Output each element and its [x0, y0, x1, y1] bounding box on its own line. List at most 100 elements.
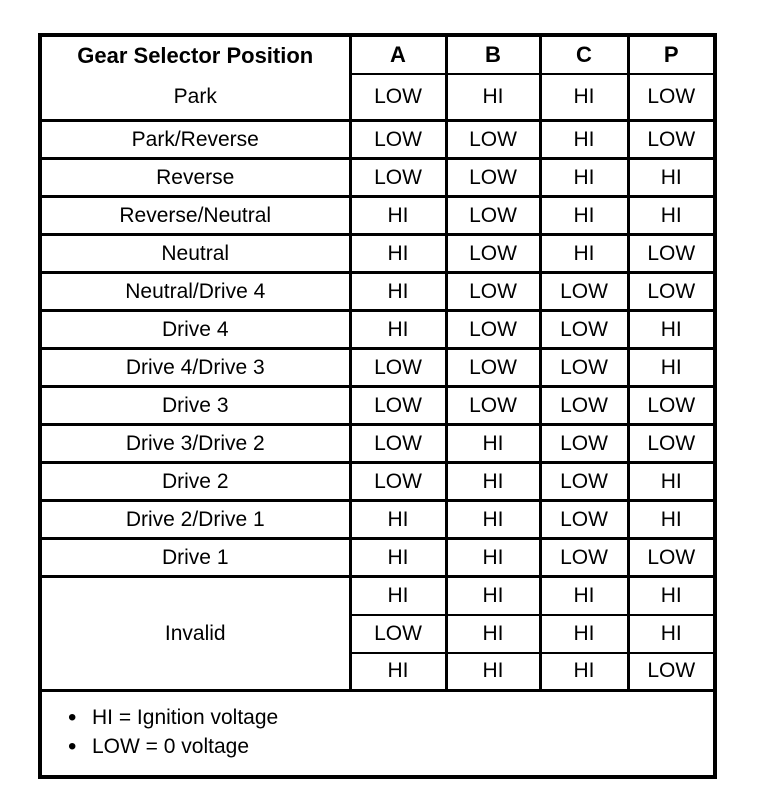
table-row: Drive 3 LOW LOW LOW LOW	[38, 385, 717, 426]
signal-cell: HI	[348, 651, 448, 692]
legend-item: • LOW = 0 voltage	[68, 734, 707, 760]
gear-column-header-cell: Gear Selector Position Park	[38, 33, 352, 122]
signal-cell: LOW	[626, 119, 717, 160]
table-row: Reverse LOW LOW HI HI	[38, 157, 717, 198]
gear-position-label: Drive 4	[38, 309, 352, 350]
gear-position-label: Drive 3	[38, 385, 352, 426]
column-header-c: C	[538, 33, 630, 75]
table-row: Drive 4 HI LOW LOW HI	[38, 309, 717, 350]
signal-cell: LOW	[444, 157, 542, 198]
signal-cell: LOW	[444, 309, 542, 350]
signal-cell: HI	[348, 233, 448, 274]
gear-position-label: Park/Reverse	[38, 119, 352, 160]
signal-cell: HI	[348, 309, 448, 350]
gear-position-label: Reverse	[38, 157, 352, 198]
signal-cell: LOW	[348, 613, 448, 654]
signal-cell: HI	[626, 575, 717, 616]
signal-cell: LOW	[538, 461, 630, 502]
gear-position-label: Neutral/Drive 4	[38, 271, 352, 312]
signal-cell: LOW	[538, 309, 630, 350]
signal-cell: LOW	[538, 423, 630, 464]
signal-cell: LOW	[348, 385, 448, 426]
signal-cell: HI	[626, 195, 717, 236]
signal-cell: HI	[626, 157, 717, 198]
signal-cell: HI	[626, 347, 717, 388]
signal-cell: LOW	[348, 119, 448, 160]
signal-cell: LOW	[538, 347, 630, 388]
bullet-icon: •	[68, 704, 77, 731]
gear-position-label: Invalid	[38, 575, 352, 692]
signal-cell: LOW	[626, 423, 717, 464]
signal-cell: HI	[626, 309, 717, 350]
signal-cell: LOW	[348, 423, 448, 464]
table-row: Drive 2/Drive 1 HI HI LOW HI	[38, 499, 717, 540]
signal-cell: LOW	[538, 499, 630, 540]
table-row: Drive 1 HI HI LOW LOW	[38, 537, 717, 578]
column-header-p: P	[626, 33, 717, 75]
signal-cell: LOW	[348, 72, 448, 122]
signal-cell: HI	[348, 195, 448, 236]
signal-cell: HI	[538, 119, 630, 160]
signal-cell: LOW	[538, 385, 630, 426]
column-header-a: A	[348, 33, 448, 75]
legend-text: LOW = 0 voltage	[92, 735, 249, 758]
signal-cell: HI	[444, 499, 542, 540]
signal-cell: HI	[348, 271, 448, 312]
signal-cell: HI	[348, 499, 448, 540]
table-row: Drive 4/Drive 3 LOW LOW LOW HI	[38, 347, 717, 388]
table-row: Drive 3/Drive 2 LOW HI LOW LOW	[38, 423, 717, 464]
gear-position-label: Drive 1	[38, 537, 352, 578]
signal-cell: HI	[538, 575, 630, 616]
signal-cell: LOW	[444, 347, 542, 388]
table-row-invalid: Invalid HI HI HI HI	[38, 575, 717, 692]
signal-cell: HI	[348, 537, 448, 578]
legend-text: HI = Ignition voltage	[92, 706, 279, 729]
signal-cell: HI	[626, 613, 717, 654]
signal-cell: HI	[444, 461, 542, 502]
header-row: Gear Selector Position Park A B C P	[38, 33, 717, 122]
signal-cell: LOW	[444, 385, 542, 426]
table-row: LOW HI HI LOW	[40, 72, 717, 122]
gear-position-label: Drive 2	[38, 461, 352, 502]
signal-cell: LOW	[626, 72, 717, 122]
signal-cell: LOW	[444, 119, 542, 160]
signal-cell: LOW	[626, 385, 717, 426]
signal-cell: LOW	[444, 195, 542, 236]
signal-cell: HI	[538, 613, 630, 654]
signal-cell: LOW	[444, 271, 542, 312]
table-row: Park/Reverse LOW LOW HI LOW	[38, 119, 717, 160]
signal-cell: LOW	[626, 233, 717, 274]
gear-column-header: Gear Selector Position	[77, 42, 314, 68]
column-header-b: B	[444, 33, 542, 75]
signal-cell: HI	[444, 613, 542, 654]
gear-position-label: Reverse/Neutral	[38, 195, 352, 236]
signal-cell: HI	[348, 575, 448, 616]
signal-cell: HI	[538, 651, 630, 692]
gear-position-label: Park	[173, 84, 217, 108]
gear-selector-signal-table: Gear Selector Position Park A B C P LOW …	[38, 33, 717, 779]
signal-cell: HI	[626, 461, 717, 502]
signal-cell: LOW	[626, 271, 717, 312]
signal-cell: LOW	[348, 347, 448, 388]
signal-cell: HI	[538, 195, 630, 236]
signal-cell: LOW	[348, 157, 448, 198]
table-row: Neutral/Drive 4 HI LOW LOW LOW	[38, 271, 717, 312]
signal-cell: HI	[626, 499, 717, 540]
signal-cell: HI	[538, 233, 630, 274]
signal-cell: LOW	[538, 537, 630, 578]
signal-cell: HI	[538, 72, 630, 122]
table-row: Neutral HI LOW HI LOW	[38, 233, 717, 274]
signal-cell: LOW	[538, 271, 630, 312]
gear-position-label: Drive 2/Drive 1	[38, 499, 352, 540]
table-container: Gear Selector Position Park A B C P LOW …	[38, 33, 717, 779]
signal-cell: HI	[444, 575, 542, 616]
table-row-invalid: HI HI HI LOW	[40, 651, 717, 692]
legend-item: • HI = Ignition voltage	[68, 705, 707, 731]
signal-cell: HI	[444, 651, 542, 692]
legend-cell: • HI = Ignition voltage • LOW = 0 voltag…	[38, 689, 717, 779]
signal-cell: HI	[444, 537, 542, 578]
signal-cell: LOW	[626, 537, 717, 578]
gear-position-label: Neutral	[38, 233, 352, 274]
signal-cell: HI	[444, 72, 542, 122]
